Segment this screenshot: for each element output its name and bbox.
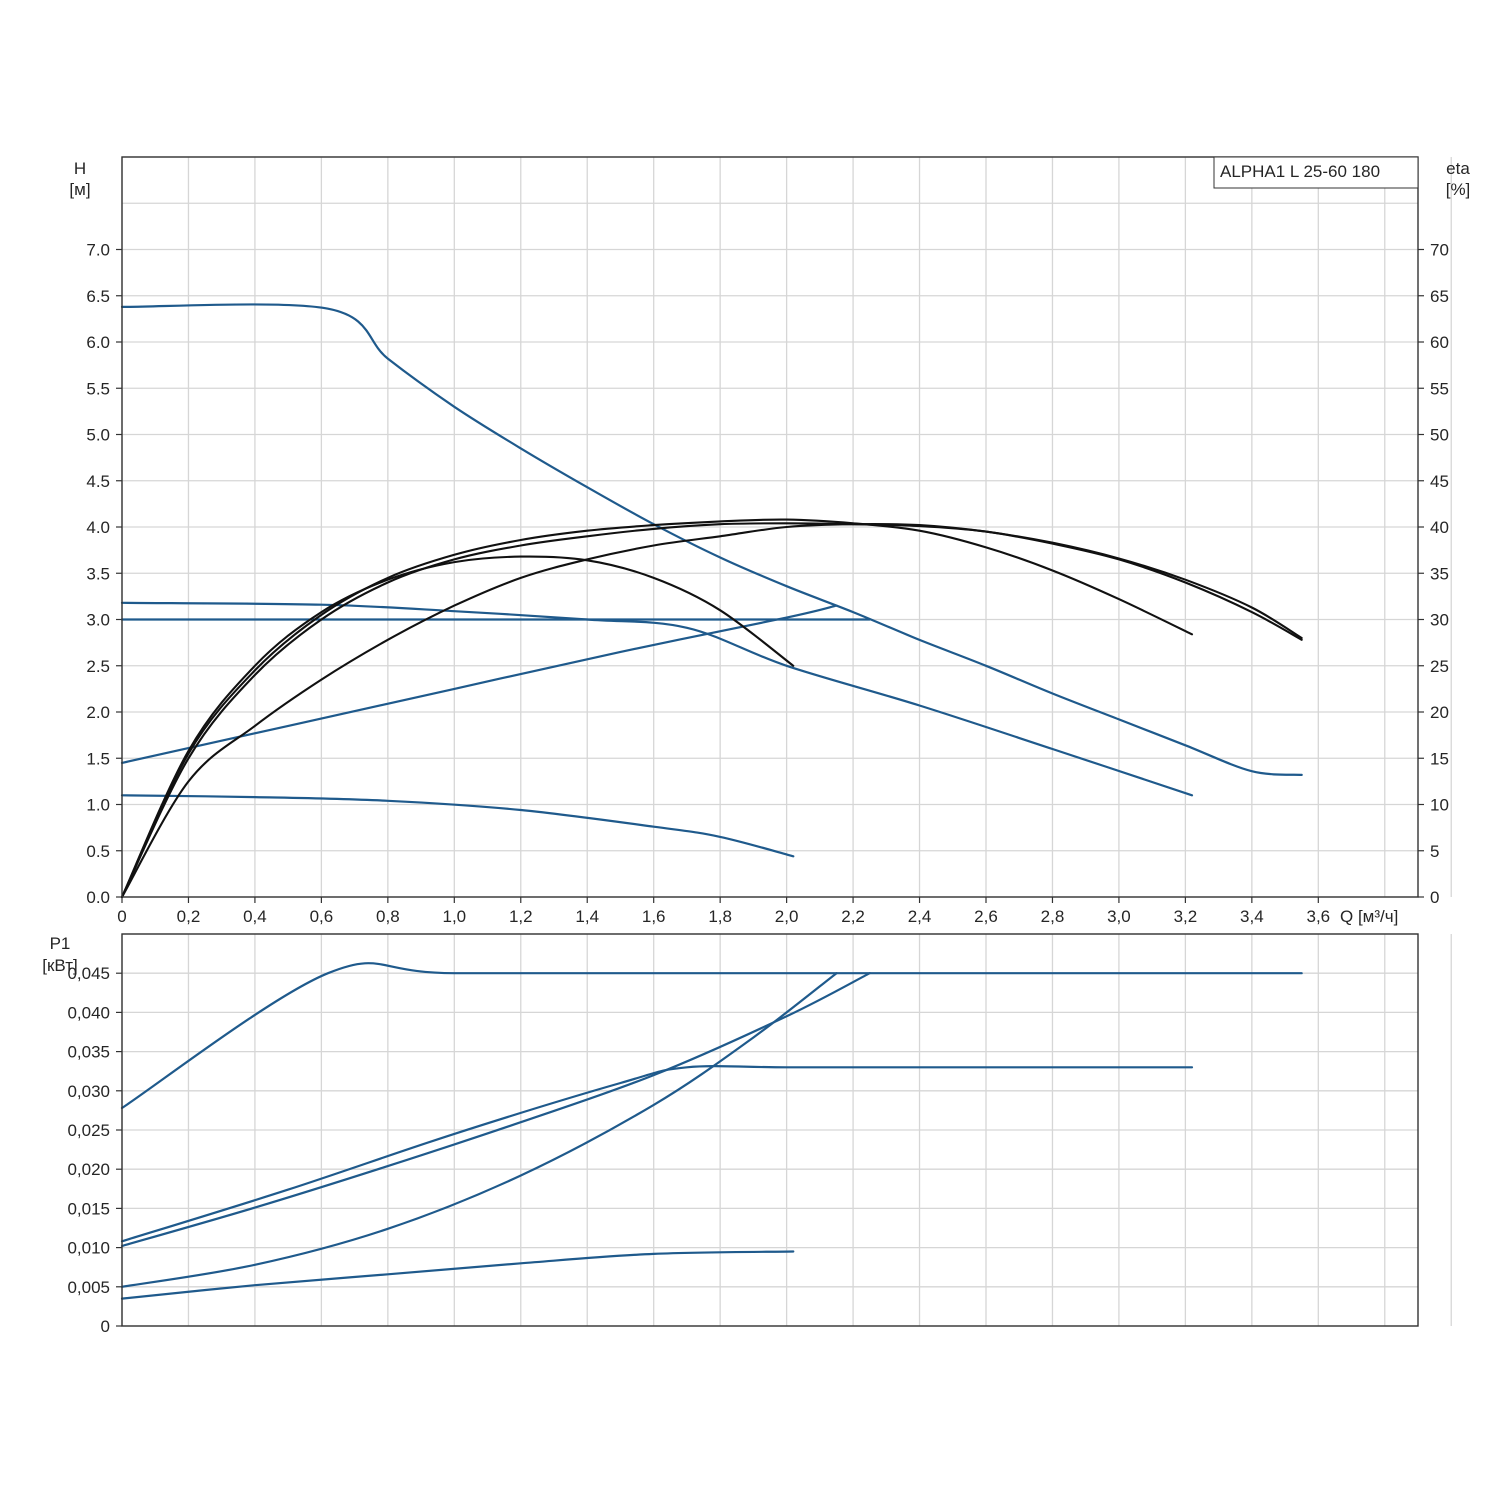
power-curve-2	[120, 972, 871, 1248]
head-axis-unit: [м]	[69, 180, 90, 199]
power-chart-grid	[121, 933, 1452, 1327]
flow-tick-label: 0	[117, 907, 126, 926]
head-tick-label: 2.5	[86, 657, 110, 676]
eta-tick-label: 30	[1430, 611, 1449, 630]
head-tick-label: 0.0	[86, 888, 110, 907]
head-tick-label: 0.5	[86, 842, 110, 861]
flow-tick-label: 3,2	[1174, 907, 1198, 926]
head-tick-label: 3.5	[86, 564, 110, 583]
eta-tick-label: 70	[1430, 241, 1449, 260]
eta-tick-label: 20	[1430, 703, 1449, 722]
eta-tick-label: 10	[1430, 796, 1449, 815]
head-tick-label: 5.5	[86, 379, 110, 398]
flow-tick-label: 1,2	[509, 907, 533, 926]
eta-tick-label: 15	[1430, 749, 1449, 768]
flow-tick-label: 2,6	[974, 907, 998, 926]
head-tick-label: 5.0	[86, 426, 110, 445]
efficiency-curve-8	[120, 522, 1303, 899]
flow-tick-label: 3,6	[1306, 907, 1330, 926]
head-curve-1	[120, 601, 1194, 797]
head-curve-0	[120, 303, 1303, 776]
eta-tick-label: 60	[1430, 333, 1449, 352]
power-curve-0	[120, 962, 1303, 1110]
head-curve-4	[120, 794, 795, 858]
flow-tick-label: 2,8	[1041, 907, 1065, 926]
eta-axis-unit: [%]	[1446, 180, 1471, 199]
head-tick-label: 2.0	[86, 703, 110, 722]
flow-tick-label: 3,4	[1240, 907, 1264, 926]
power-curve-3	[120, 972, 838, 1288]
power-tick-label: 0,020	[67, 1160, 110, 1179]
eta-axis-label: eta	[1446, 159, 1470, 178]
power-tick-label: 0,030	[67, 1082, 110, 1101]
eta-tick-label: 55	[1430, 379, 1449, 398]
power-axis-label: P1	[50, 934, 71, 953]
power-curve-4	[120, 1250, 795, 1300]
head-tick-label: 1.5	[86, 749, 110, 768]
power-tick-label: 0	[101, 1317, 110, 1336]
flow-tick-label: 0,8	[376, 907, 400, 926]
flow-tick-label: 0,4	[243, 907, 267, 926]
power-tick-label: 0,015	[67, 1199, 110, 1218]
eta-tick-label: 40	[1430, 518, 1449, 537]
flow-tick-label: 1,4	[575, 907, 599, 926]
power-tick-label: 0,010	[67, 1239, 110, 1258]
flow-tick-label: 3,0	[1107, 907, 1131, 926]
flow-tick-label: 0,2	[177, 907, 201, 926]
flow-tick-label: 1,0	[442, 907, 466, 926]
eta-tick-label: 65	[1430, 287, 1449, 306]
eta-tick-label: 25	[1430, 657, 1449, 676]
head-tick-label: 4.5	[86, 472, 110, 491]
head-tick-label: 6.0	[86, 333, 110, 352]
head-tick-label: 7.0	[86, 241, 110, 260]
efficiency-curve-5	[120, 522, 1303, 899]
flow-tick-label: 2,4	[908, 907, 932, 926]
flow-tick-label: 2,0	[775, 907, 799, 926]
power-axis-unit: [кВт]	[42, 956, 77, 975]
power-curve-1	[120, 1065, 1194, 1243]
head-chart-series	[120, 303, 1303, 899]
flow-tick-label: 2,2	[841, 907, 865, 926]
power-chart-ticks: 0 0,005 0,010 0,015 0,020 0,025 0,030 0,035 0,04…	[67, 964, 122, 1336]
eta-tick-label: 35	[1430, 564, 1449, 583]
eta-tick-label: 50	[1430, 426, 1449, 445]
head-chart-frame	[121, 156, 1419, 898]
chart-title: ALPHA1 L 25-60 180	[1220, 162, 1380, 181]
power-tick-label: 0,045	[67, 964, 110, 983]
head-tick-label: 4.0	[86, 518, 110, 537]
head-curve-3	[120, 604, 838, 764]
flow-tick-label: 0,6	[310, 907, 334, 926]
head-chart-ticks: 0.0 0.5 1.0 1.5 2.0 2.5 3.0 3.5 4.0 4.5 5.0 5.5 6.0 6…	[86, 241, 1449, 927]
efficiency-curve-6	[120, 518, 1194, 899]
head-tick-label: 3.0	[86, 611, 110, 630]
power-tick-label: 0,005	[67, 1278, 110, 1297]
head-tick-label: 6.5	[86, 287, 110, 306]
power-chart-frame	[121, 933, 1419, 1327]
chart-title-box	[1213, 156, 1419, 189]
eta-tick-label: 45	[1430, 472, 1449, 491]
flow-tick-label: 1,8	[708, 907, 732, 926]
flow-tick-label: 1,6	[642, 907, 666, 926]
power-tick-label: 0,035	[67, 1043, 110, 1062]
head-tick-label: 1.0	[86, 796, 110, 815]
power-tick-label: 0,040	[67, 1003, 110, 1022]
efficiency-curve-7	[120, 555, 795, 899]
power-tick-label: 0,025	[67, 1121, 110, 1140]
eta-tick-label: 5	[1430, 842, 1439, 861]
eta-tick-label: 0	[1430, 888, 1439, 907]
power-chart-series	[120, 962, 1303, 1300]
head-axis-label: H	[74, 159, 86, 178]
flow-axis-label: Q [м³/ч]	[1340, 907, 1398, 926]
